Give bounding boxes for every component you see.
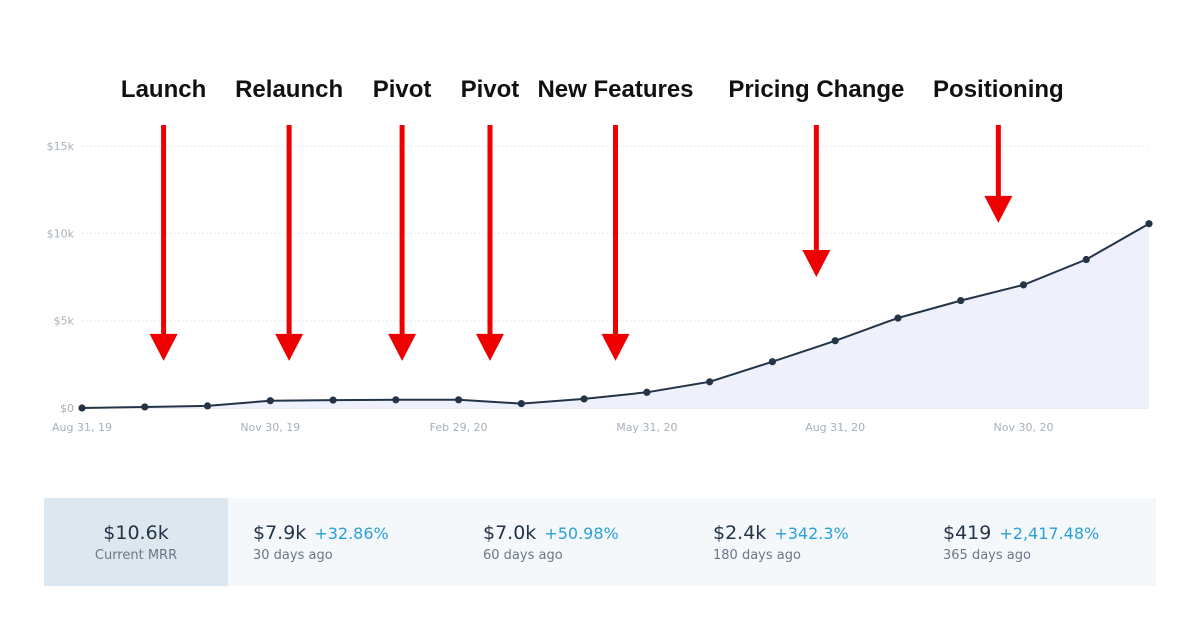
y-tick-label: $15k <box>47 140 75 153</box>
milestone-arrow-shaft <box>995 125 1001 197</box>
data-point <box>894 314 902 322</box>
y-tick-label: $10k <box>47 227 75 240</box>
data-point <box>266 397 274 405</box>
milestone-label: Positioning <box>933 76 1064 103</box>
data-point <box>706 378 714 386</box>
stat-caption: 180 days ago <box>713 548 801 563</box>
milestone-label: Pivot <box>461 76 520 103</box>
data-point <box>78 404 86 412</box>
stat-caption: 60 days ago <box>483 548 563 563</box>
series-line <box>81 222 1150 409</box>
milestone-arrow-head <box>802 250 831 277</box>
milestone-arrow-shaft <box>399 125 405 335</box>
mrr-chart: $0 $5k $10k $15k Aug 31, 19 Nov 30, 19 Feb 29… <box>47 76 1153 434</box>
data-point <box>141 403 149 411</box>
stat-60-days: $7.0k +50.98% 60 days ago <box>458 498 688 586</box>
stat-change: +50.98% <box>544 524 619 543</box>
milestone-label: Launch <box>121 76 206 103</box>
data-point <box>392 396 400 404</box>
stat-change: +342.3% <box>774 524 849 543</box>
data-point <box>454 396 463 404</box>
data-point <box>1019 281 1028 289</box>
stat-value: $7.0k <box>483 522 537 544</box>
stat-change: +32.86% <box>314 524 389 543</box>
milestone-label: Pricing Change <box>728 76 904 103</box>
data-point <box>203 402 212 410</box>
mrr-stats-bar: $10.6k Current MRR $7.9k +32.86% 30 days … <box>44 498 1156 586</box>
y-tick-label: $0 <box>60 402 74 415</box>
stat-value: $7.9k <box>253 522 307 544</box>
stat-365-days: $419 +2,417.48% 365 days ago <box>918 498 1148 586</box>
milestone-arrow-shaft <box>286 125 292 335</box>
current-mrr-value: $10.6k <box>103 522 169 544</box>
data-point <box>643 388 651 396</box>
milestone-annotations: Launch Relaunch Pivot Pivot New Features Pric… <box>121 76 1064 361</box>
data-point <box>831 337 839 345</box>
milestone-arrow-head <box>275 333 304 361</box>
data-point <box>580 395 588 403</box>
x-tick-label: Aug 31, 20 <box>805 421 865 434</box>
data-points <box>78 220 1153 412</box>
stat-180-days: $2.4k +342.3% 180 days ago <box>688 498 918 586</box>
stat-caption: 30 days ago <box>253 548 333 563</box>
data-point <box>1145 220 1153 228</box>
x-tick-label: Aug 31, 19 <box>52 421 112 434</box>
milestone-arrow-head <box>149 333 178 361</box>
milestone-arrow-shaft <box>161 125 167 335</box>
milestone-arrow-shaft <box>813 125 819 251</box>
milestone-arrow-shaft <box>487 125 493 335</box>
current-mrr-caption: Current MRR <box>94 548 178 563</box>
x-tick-label: Nov 30, 20 <box>993 421 1053 434</box>
current-mrr: $10.6k Current MRR <box>44 498 228 586</box>
y-tick-label: $5k <box>54 315 75 328</box>
data-point <box>329 396 337 404</box>
stat-change: +2,417.48% <box>999 524 1100 543</box>
stat-value: $2.4k <box>713 522 767 544</box>
milestone-arrow-head <box>601 333 630 361</box>
data-point <box>1082 255 1090 264</box>
x-axis-ticks: Aug 31, 19 Nov 30, 19 Feb 29, 20 May 31, 20… <box>52 421 1053 434</box>
y-axis-ticks: $0 $5k $10k $15k <box>47 140 75 415</box>
milestone-label: New Features <box>537 76 693 103</box>
stat-value: $419 <box>943 522 992 544</box>
milestone-arrow-shaft <box>613 125 618 335</box>
data-point <box>957 296 965 305</box>
x-tick-label: Nov 30, 19 <box>240 421 300 434</box>
milestone-label: Relaunch <box>235 76 343 103</box>
stat-caption: 365 days ago <box>943 548 1031 563</box>
milestone-arrow-head <box>388 333 417 361</box>
data-point <box>768 358 777 366</box>
data-point <box>517 400 525 408</box>
x-tick-label: May 31, 20 <box>616 421 677 434</box>
milestone-arrow-head <box>475 333 504 361</box>
stat-30-days: $7.9k +32.86% 30 days ago <box>228 498 458 586</box>
x-tick-label: Feb 29, 20 <box>430 421 488 434</box>
milestone-arrow-head <box>984 195 1013 223</box>
milestone-label: Pivot <box>373 76 432 103</box>
area-fill <box>82 223 1149 408</box>
